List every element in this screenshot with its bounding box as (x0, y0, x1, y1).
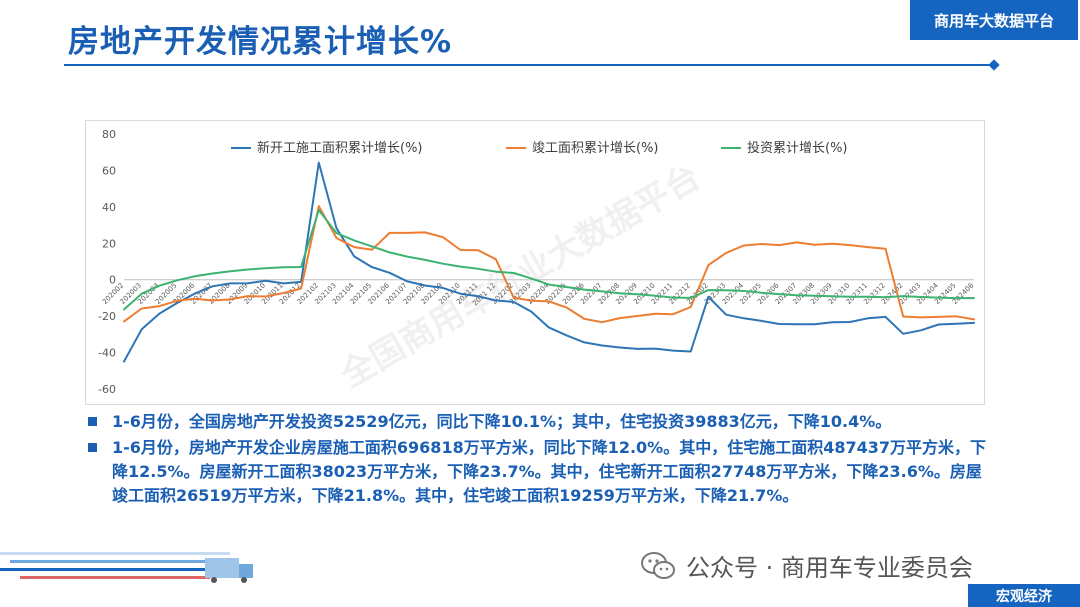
title-divider (64, 64, 996, 66)
legend-label-2: 投资累计增长(%) (747, 140, 848, 156)
y-tick-label: 20 (102, 237, 116, 250)
y-tick-label: 40 (102, 201, 116, 214)
y-tick-label: 60 (102, 164, 116, 177)
brand-badge: 商用车大数据平台 (910, 0, 1078, 40)
bullet-investment: 1-6月份，全国房地产开发投资52529亿元，同比下降10.1%；其中，住宅投资… (86, 410, 986, 434)
bullet-floor-area: 1-6月份，房地产开发企业房屋施工面积696818万平方米，同比下降12.0%。… (86, 436, 986, 508)
y-tick-label: -20 (98, 310, 116, 323)
title-divider-marker (988, 59, 1000, 71)
chart-frame: 全国商用车行业大数据平台 80 60 40 20 0 -20 -40 -60 202002 2020… (85, 120, 985, 405)
page-title: 房地产开发情况累计增长% (68, 24, 453, 60)
series-line-1 (123, 205, 975, 324)
series-line-0 (123, 161, 975, 363)
bullet-marker (88, 443, 97, 452)
wechat-label: 公众号 · 商用车专业委员会 (686, 554, 973, 582)
bullet-text: 1-6月份，房地产开发企业房屋施工面积696818万平方米，同比下降12.0%。… (112, 438, 987, 505)
legend-label-1: 竣工面积累计增长(%) (532, 141, 659, 156)
bullet-marker (88, 417, 97, 426)
watermark-text: 全国商用车行业大数据平台 (333, 157, 707, 396)
legend-label-0: 新开工施工面积累计增长(%) (257, 140, 423, 156)
summary-bullets: 1-6月份，全国房地产开发投资52529亿元，同比下降10.1%；其中，住宅投资… (86, 410, 986, 510)
bullet-text: 1-6月份，全国房地产开发投资52529亿元，同比下降10.1%；其中，住宅投资… (112, 412, 892, 431)
series-line-2 (123, 209, 975, 311)
line-chart: 全国商用车行业大数据平台806040200-20-40-602020022020… (98, 128, 976, 396)
wechat-icon (641, 551, 675, 579)
y-tick-label: 0 (109, 274, 116, 287)
y-tick-label: -60 (98, 383, 116, 396)
section-tag: 宏观经济 (968, 584, 1080, 607)
footer-truck-graphic (0, 552, 253, 583)
y-tick-label: 80 (102, 128, 116, 141)
wechat-account: 公众号 · 商用车专业委员会 (640, 548, 973, 583)
y-tick-label: -40 (98, 347, 116, 360)
